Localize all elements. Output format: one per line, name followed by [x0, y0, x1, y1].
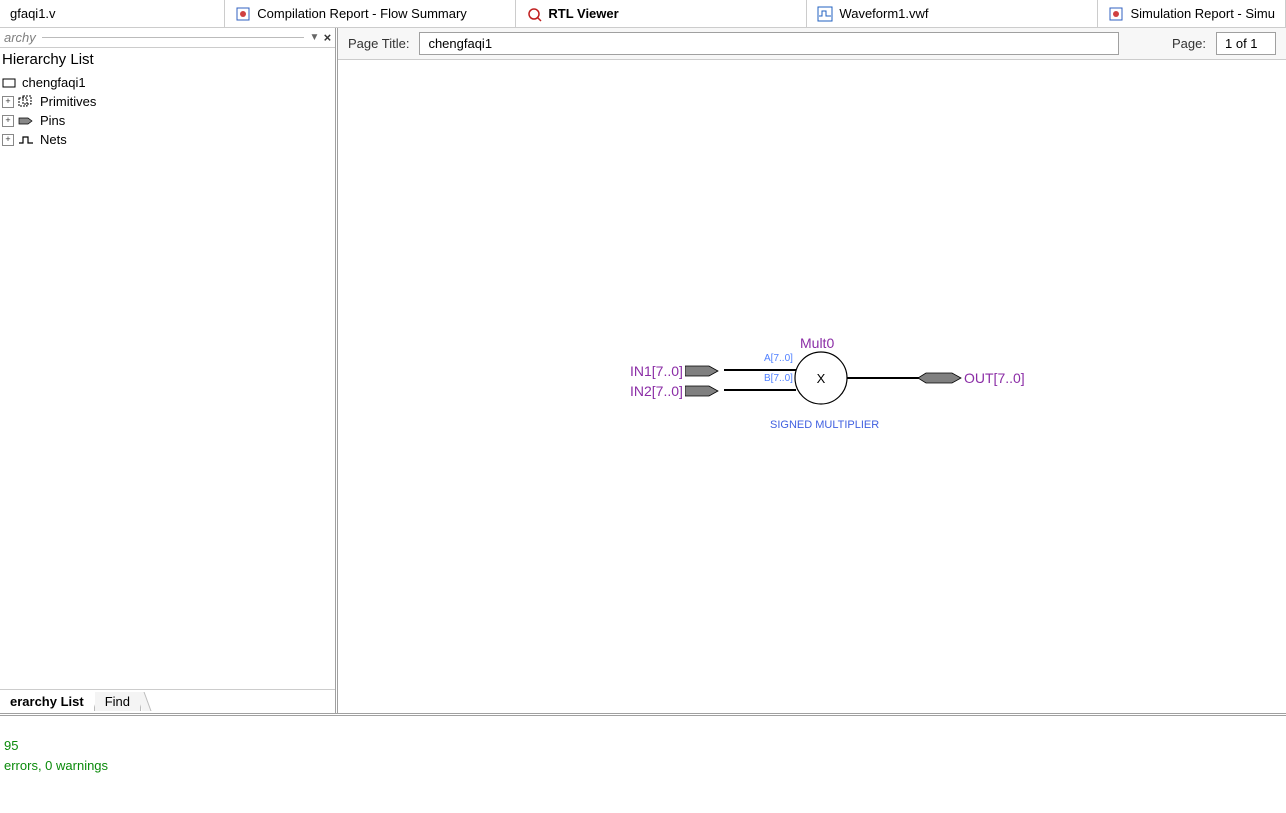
main-area: archy ▼ × Hierarchy List chengfaqi1 + Pr… — [0, 28, 1286, 713]
document-tabs: gfaqi1.v Compilation Report - Flow Summa… — [0, 0, 1286, 28]
pin-label: IN1[7..0] — [630, 363, 683, 379]
tab-label: erarchy List — [10, 694, 84, 709]
message-console: 95 errors, 0 warnings — [0, 713, 1286, 803]
wire — [847, 377, 921, 379]
expand-icon[interactable]: + — [2, 134, 14, 146]
op-symbol: X — [817, 371, 826, 386]
tree-primitives[interactable]: + Primitives — [0, 92, 335, 111]
pin-shape-icon — [685, 364, 719, 378]
pin-shape-icon — [918, 371, 962, 385]
primitive-icon — [18, 95, 34, 109]
expand-icon[interactable]: + — [2, 96, 14, 108]
sidebar-bottom-tabs: erarchy List Find — [0, 689, 335, 713]
page-number-input[interactable]: 1 of 1 — [1216, 32, 1276, 55]
tree-label: Primitives — [40, 94, 96, 109]
tree-label: Pins — [40, 113, 65, 128]
tree-pins[interactable]: + Pins — [0, 111, 335, 130]
module-icon — [2, 76, 16, 90]
header-line — [42, 37, 304, 38]
console-line: 95 — [4, 736, 1282, 756]
port-label-b: B[7..0] — [764, 373, 793, 384]
tab-label: Simulation Report - Simu — [1130, 6, 1275, 21]
tab-label: Waveform1.vwf — [839, 6, 928, 21]
block-subtitle: SIGNED MULTIPLIER — [770, 419, 879, 431]
pin-label: OUT[7..0] — [964, 370, 1025, 386]
input-pin-1[interactable]: IN1[7..0] — [630, 363, 719, 379]
close-icon[interactable]: × — [323, 30, 331, 45]
tab-label: RTL Viewer — [548, 6, 618, 21]
rtl-canvas-area: Page Title: chengfaqi1 Page: 1 of 1 Mult… — [338, 28, 1286, 713]
block-name: Mult0 — [800, 335, 834, 351]
hierarchy-title: Hierarchy List — [0, 48, 335, 71]
bottom-tab-find[interactable]: Find — [95, 692, 141, 711]
sidebar-header: archy ▼ × — [0, 28, 335, 48]
page-number-label: Page: — [1172, 36, 1206, 51]
multiplier-block[interactable]: X — [793, 350, 849, 406]
tab-source-file[interactable]: gfaqi1.v — [0, 0, 225, 27]
pin-icon — [18, 115, 34, 127]
page-title-label: Page Title: — [348, 36, 409, 51]
report-icon — [235, 6, 251, 22]
tab-label: gfaqi1.v — [10, 6, 56, 21]
input-pin-2[interactable]: IN2[7..0] — [630, 383, 719, 399]
wire — [724, 389, 796, 391]
tab-simulation-report[interactable]: Simulation Report - Simu — [1098, 0, 1286, 27]
bottom-tab-hierarchy[interactable]: erarchy List — [0, 692, 95, 711]
hierarchy-tree: chengfaqi1 + Primitives + Pins + — [0, 71, 335, 151]
output-pin[interactable]: OUT[7..0] — [918, 370, 1025, 386]
tab-compilation-report[interactable]: Compilation Report - Flow Summary — [225, 0, 516, 27]
expand-icon[interactable]: + — [2, 115, 14, 127]
tab-label: Compilation Report - Flow Summary — [257, 6, 467, 21]
sidebar-header-label: archy — [4, 30, 36, 45]
tab-label: Find — [105, 694, 130, 709]
wire — [724, 369, 796, 371]
pin-label: IN2[7..0] — [630, 383, 683, 399]
tree-root[interactable]: chengfaqi1 — [0, 73, 335, 92]
tree-nets[interactable]: + Nets — [0, 130, 335, 149]
console-line: errors, 0 warnings — [4, 756, 1282, 776]
page-title-input[interactable]: chengfaqi1 — [419, 32, 1119, 55]
tree-label: Nets — [40, 132, 67, 147]
page-title-bar: Page Title: chengfaqi1 Page: 1 of 1 — [338, 28, 1286, 60]
tree-label: chengfaqi1 — [22, 75, 86, 90]
tab-rtl-viewer[interactable]: RTL Viewer — [516, 0, 807, 27]
tab-waveform[interactable]: Waveform1.vwf — [807, 0, 1098, 27]
pin-shape-icon — [685, 384, 719, 398]
net-icon — [18, 134, 34, 146]
rtl-icon — [526, 6, 542, 22]
dropdown-icon[interactable]: ▼ — [310, 32, 320, 43]
hierarchy-sidebar: archy ▼ × Hierarchy List chengfaqi1 + Pr… — [0, 28, 338, 713]
report-icon — [1108, 6, 1124, 22]
port-label-a: A[7..0] — [764, 353, 793, 364]
rtl-diagram[interactable]: Mult0 IN1[7..0] IN2[7..0] A[7..0] B[7..0 — [338, 60, 1286, 713]
waveform-icon — [817, 6, 833, 22]
